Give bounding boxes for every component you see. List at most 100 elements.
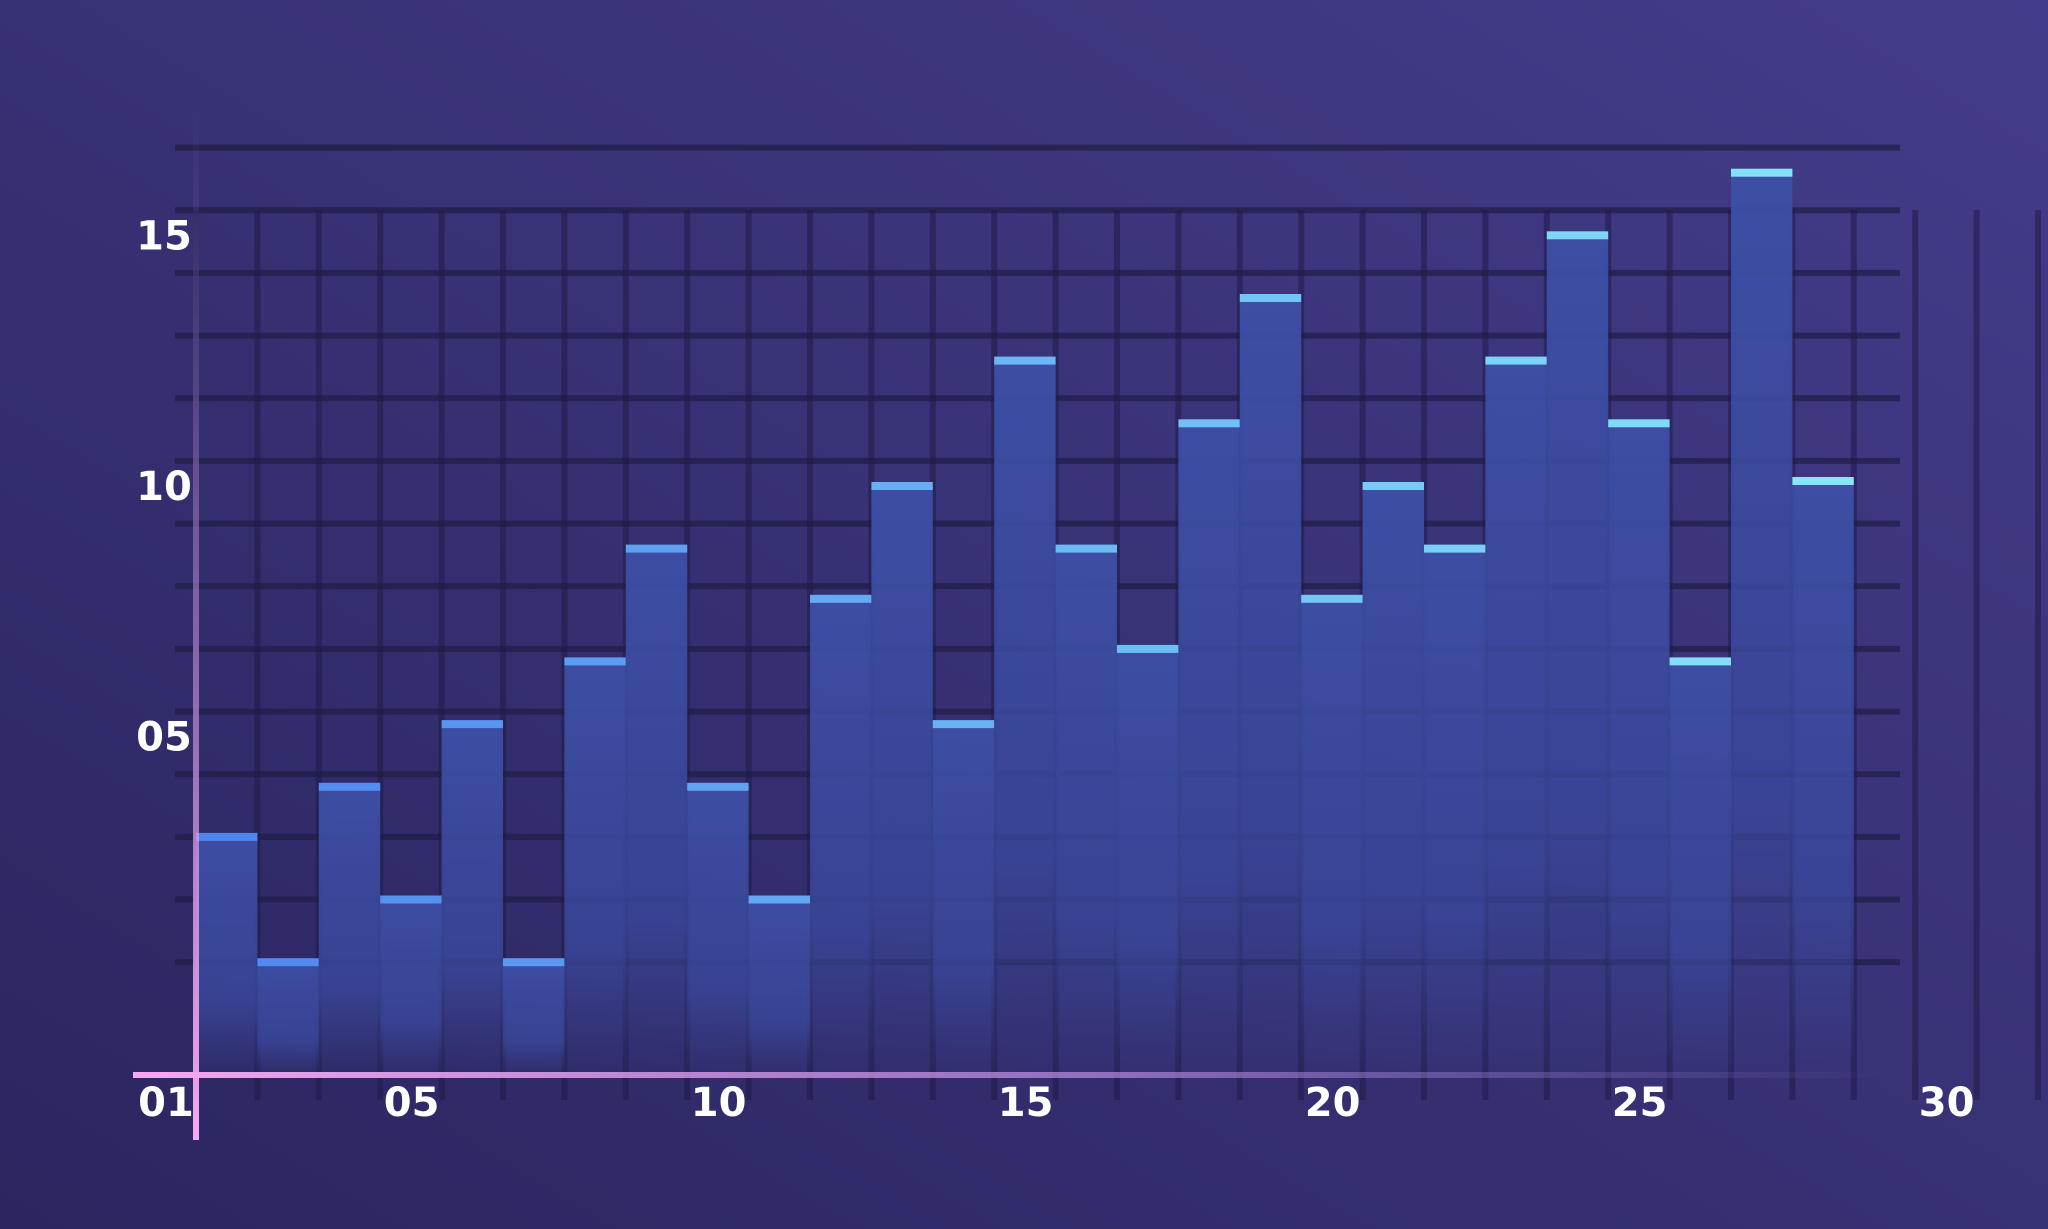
v-gridline: [561, 210, 568, 1100]
bar: [994, 356, 1056, 1076]
bar: [503, 958, 565, 1075]
bar-body: [441, 724, 503, 1075]
bar: [1669, 657, 1731, 1075]
bar-cap: [1792, 477, 1854, 485]
bar-cap: [1424, 544, 1486, 553]
bar-body: [503, 962, 565, 1075]
v-gridline: [745, 210, 752, 1100]
x-tick-label: 25: [1612, 1080, 1668, 1126]
bar: [1301, 594, 1363, 1075]
bar-cap: [1669, 657, 1731, 666]
bar-cap: [687, 782, 749, 791]
bar: [1424, 544, 1486, 1075]
bar: [810, 594, 872, 1075]
bar: [1608, 419, 1670, 1075]
bar: [564, 657, 626, 1075]
bar-cap: [196, 832, 258, 841]
v-gridline: [438, 210, 445, 1100]
bar-cap: [1239, 294, 1302, 302]
bar: [687, 782, 749, 1075]
bar-cap: [1178, 419, 1240, 428]
y-tick-labels: 05 10 15: [136, 213, 192, 760]
bar-body: [1731, 172, 1793, 1075]
y-tick-label: 05: [136, 715, 192, 761]
bar-body: [932, 724, 995, 1075]
bar-body: [1117, 648, 1179, 1075]
bar-cap: [810, 594, 872, 603]
bar-cap: [1608, 419, 1670, 428]
bar-cap: [1731, 168, 1793, 177]
bar: [1178, 419, 1240, 1075]
bar: [1792, 477, 1854, 1075]
v-gridline: [377, 210, 384, 1100]
bar-body: [1608, 423, 1670, 1075]
axes: [133, 110, 1903, 1140]
bar-body: [810, 598, 872, 1075]
bar: [1731, 168, 1793, 1075]
bar-body: [748, 899, 810, 1075]
v-gridline: [254, 210, 261, 1100]
bar: [380, 895, 442, 1075]
bar: [441, 720, 503, 1075]
bar-body: [564, 661, 626, 1075]
bar-body: [1669, 661, 1731, 1075]
bar-body: [257, 962, 319, 1075]
bar: [1117, 644, 1179, 1075]
bar-body: [1546, 235, 1609, 1076]
v-gridline: [2035, 210, 2041, 1100]
bar: [932, 720, 995, 1075]
bar-cap: [625, 544, 688, 553]
bar: [196, 832, 258, 1075]
bar-body: [196, 836, 258, 1075]
bar-cap: [257, 958, 319, 967]
x-tick-label: 20: [1305, 1080, 1361, 1126]
bar-cap: [1055, 544, 1117, 553]
bar: [1239, 294, 1302, 1075]
bar-cap: [1546, 231, 1609, 240]
bar-series: [196, 168, 1854, 1076]
bar-body: [687, 786, 749, 1075]
bar-body: [1485, 360, 1547, 1076]
bar-body: [871, 486, 933, 1075]
bar-cap: [1362, 482, 1424, 490]
bar: [625, 544, 688, 1075]
bar-cap: [503, 958, 565, 967]
bar-body: [994, 360, 1056, 1076]
bar-body: [1362, 486, 1424, 1075]
bar: [1485, 356, 1547, 1076]
v-gridline: [500, 210, 506, 1100]
x-tick-label: 10: [691, 1080, 747, 1126]
y-tick-label: 10: [136, 464, 192, 510]
bar-cap: [318, 782, 381, 791]
bar: [871, 482, 933, 1075]
bar-body: [1792, 481, 1854, 1075]
bar-cap: [994, 356, 1056, 365]
y-tick-label: 15: [136, 213, 192, 259]
bar: [1055, 544, 1117, 1075]
bar-body: [1178, 423, 1240, 1075]
bar: [748, 895, 810, 1075]
bar-cap: [380, 895, 442, 904]
x-tick-label: 15: [998, 1080, 1054, 1126]
bar: [257, 958, 319, 1075]
x-tick-label: 30: [1919, 1080, 1975, 1126]
h-gridline: [175, 144, 1900, 151]
bar-cap: [748, 895, 810, 904]
bar: [1546, 231, 1609, 1076]
v-gridline: [1973, 210, 1980, 1100]
v-gridline: [315, 210, 322, 1100]
x-axis-line: [133, 1072, 1903, 1078]
x-tick-label: 01: [138, 1080, 194, 1126]
h-gridline: [175, 269, 1900, 276]
bar-cap: [441, 720, 503, 729]
bar-cap: [1485, 356, 1547, 365]
bar-cap: [932, 720, 995, 729]
bar-cap: [1117, 644, 1179, 653]
bar-body: [1055, 548, 1117, 1075]
bar: [318, 782, 381, 1075]
bar-body: [1239, 298, 1302, 1075]
x-tick-labels: 01 05 10 15 20 25 30: [138, 1080, 1974, 1126]
bar-cap: [1301, 594, 1363, 603]
bar-body: [1424, 548, 1486, 1075]
